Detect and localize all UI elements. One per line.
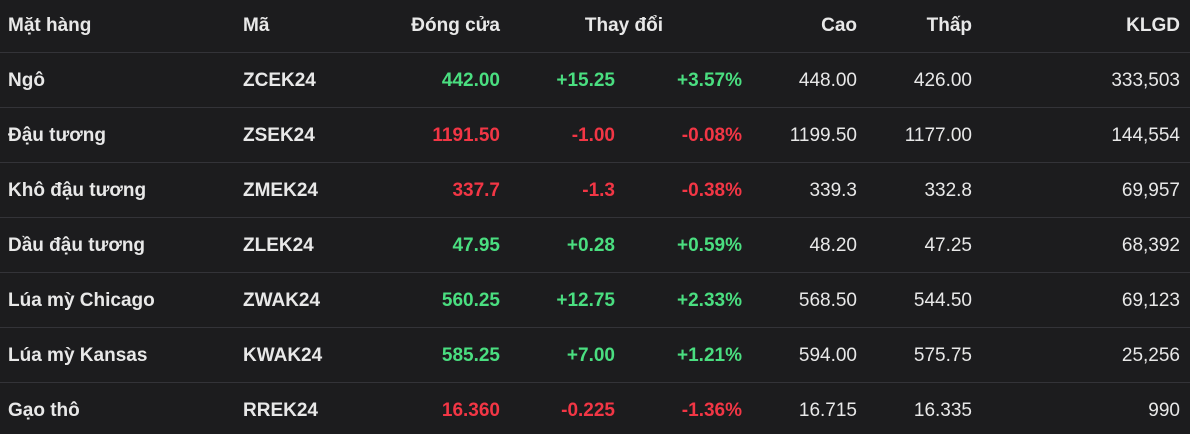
table-cell: +12.75 bbox=[556, 290, 615, 311]
table-cell: +2.33% bbox=[677, 290, 742, 311]
table-cell: ZSEK24 bbox=[243, 125, 315, 146]
row-separator bbox=[0, 107, 1190, 108]
table-cell: 448.00 bbox=[798, 70, 857, 91]
table-cell: 442.00 bbox=[441, 70, 500, 91]
table-cell: 337.7 bbox=[452, 180, 500, 201]
table-cell: -0.225 bbox=[561, 400, 615, 421]
table-cell: 333,503 bbox=[1111, 70, 1180, 91]
table-cell: RREK24 bbox=[243, 400, 318, 421]
row-separator bbox=[0, 382, 1190, 383]
table-cell: 68,392 bbox=[1121, 235, 1180, 256]
table-cell: 69,123 bbox=[1121, 290, 1180, 311]
table-cell: ZMEK24 bbox=[243, 180, 318, 201]
table-cell: 16.715 bbox=[798, 400, 857, 421]
table-cell: ZWAK24 bbox=[243, 290, 321, 311]
table-cell: -0.38% bbox=[681, 180, 742, 201]
table-cell: 25,256 bbox=[1121, 345, 1180, 366]
column-header: Mặt hàng bbox=[8, 15, 92, 36]
table-cell: -1.00 bbox=[571, 125, 615, 146]
table-cell: 144,554 bbox=[1111, 125, 1180, 146]
table-cell: 332.8 bbox=[924, 180, 972, 201]
table-cell: 69,957 bbox=[1121, 180, 1180, 201]
column-header: KLGD bbox=[1126, 15, 1180, 36]
table-cell: Lúa mỳ Chicago bbox=[8, 290, 155, 311]
table-cell: +15.25 bbox=[556, 70, 615, 91]
table-cell: Gạo thô bbox=[8, 400, 80, 421]
table-cell: 1177.00 bbox=[904, 125, 972, 146]
table-cell: Ngô bbox=[8, 70, 45, 91]
column-header: Thay đổi bbox=[584, 15, 663, 36]
table-cell: 594.00 bbox=[798, 345, 857, 366]
table-cell: 16.335 bbox=[913, 400, 972, 421]
table-cell: +7.00 bbox=[566, 345, 615, 366]
table-cell: 575.75 bbox=[913, 345, 972, 366]
column-header: Cao bbox=[821, 15, 857, 36]
table-cell: +1.21% bbox=[677, 345, 742, 366]
table-cell: 1191.50 bbox=[432, 125, 500, 146]
table-cell: +3.57% bbox=[677, 70, 742, 91]
column-header: Thấp bbox=[926, 15, 972, 36]
table-cell: -1.36% bbox=[681, 400, 742, 421]
table-cell: 47.25 bbox=[924, 235, 972, 256]
row-separator bbox=[0, 162, 1190, 163]
table-cell: 568.50 bbox=[798, 290, 857, 311]
table-cell: -0.08% bbox=[681, 125, 742, 146]
column-header: Mã bbox=[243, 15, 270, 36]
table-cell: 48.20 bbox=[809, 235, 857, 256]
table-cell: 16.360 bbox=[441, 400, 500, 421]
column-header: Đóng cửa bbox=[411, 15, 500, 36]
table-cell: Đậu tương bbox=[8, 125, 106, 146]
table-cell: Lúa mỳ Kansas bbox=[8, 345, 148, 366]
table-cell: 426.00 bbox=[913, 70, 972, 91]
table-cell: 544.50 bbox=[913, 290, 972, 311]
table-cell: 47.95 bbox=[452, 235, 500, 256]
table-cell: 585.25 bbox=[441, 345, 500, 366]
row-separator bbox=[0, 272, 1190, 273]
row-separator bbox=[0, 217, 1190, 218]
row-separator bbox=[0, 52, 1190, 53]
table-cell: 1199.50 bbox=[789, 125, 857, 146]
row-separator bbox=[0, 327, 1190, 328]
table-cell: ZLEK24 bbox=[243, 235, 314, 256]
table-cell: Khô đậu tương bbox=[8, 180, 147, 201]
table-cell: 339.3 bbox=[809, 180, 857, 201]
table-cell: 990 bbox=[1148, 400, 1180, 421]
table-cell: Dầu đậu tương bbox=[8, 235, 146, 256]
table-cell: +0.59% bbox=[677, 235, 742, 256]
table-cell: -1.3 bbox=[582, 180, 615, 201]
table-cell: 560.25 bbox=[441, 290, 500, 311]
table-cell: KWAK24 bbox=[243, 345, 323, 366]
table-cell: +0.28 bbox=[566, 235, 615, 256]
table-cell: ZCEK24 bbox=[243, 70, 316, 91]
